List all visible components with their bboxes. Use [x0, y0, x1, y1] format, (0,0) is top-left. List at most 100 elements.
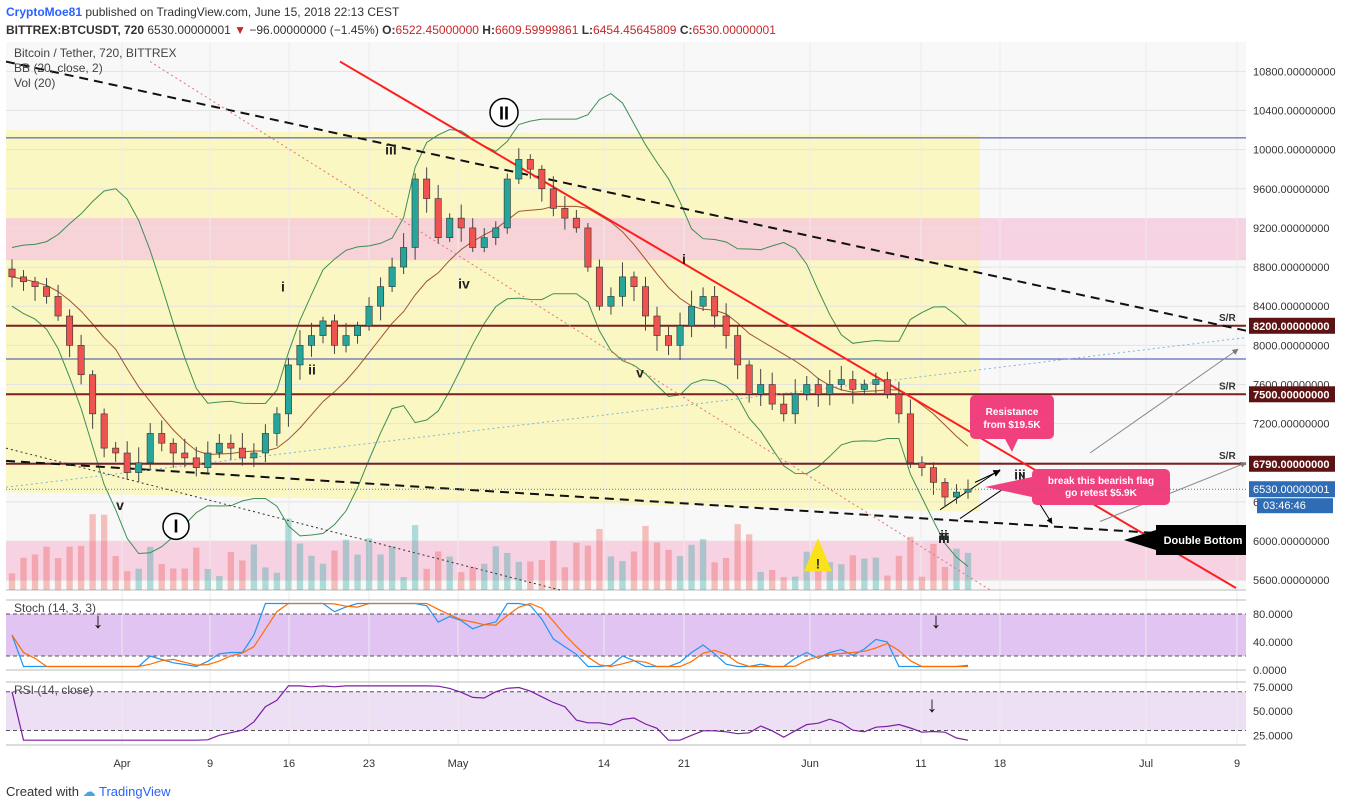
stoch-d-line — [11, 602, 968, 668]
candle-body — [480, 237, 488, 248]
down-arrow-icon-1: ↓ — [931, 608, 942, 633]
candle-body — [895, 393, 903, 415]
candle-body — [342, 335, 350, 346]
price-change: −96.00000000 (−1.45%) — [249, 23, 379, 37]
wave-label-iii: iii — [385, 142, 397, 158]
x-tick-label-5: 14 — [598, 758, 610, 770]
last-price: 6530.00000001 — [147, 23, 231, 37]
x-tick-label-6: 21 — [678, 758, 690, 770]
volume-bar — [285, 518, 292, 590]
volume-bar — [458, 572, 465, 590]
candle-body — [31, 281, 39, 287]
rsi-legend: RSI (14, close) — [14, 683, 93, 697]
candle-body — [538, 168, 546, 190]
volume-bar — [8, 573, 16, 590]
tradingview-link[interactable]: TradingView — [99, 784, 171, 799]
candle-body — [273, 413, 281, 434]
candle-body — [77, 345, 85, 376]
y-tick-label-13: 10800.00000000 — [1253, 66, 1336, 78]
channel-line-dotted — [149, 61, 991, 591]
volume-bar — [423, 568, 430, 590]
candle-body — [457, 217, 465, 229]
candle-body — [331, 320, 338, 346]
y-tick-label-7: 8400.00000000 — [1253, 301, 1329, 313]
y-tick-label-8: 8800.00000000 — [1253, 262, 1329, 274]
volume-bar — [884, 575, 891, 590]
sr-price-tag-1 — [1249, 386, 1335, 403]
volume-bar — [515, 561, 522, 590]
x-tick-label-8: 11 — [915, 758, 926, 770]
stoch-tick-label-0: 0.0000 — [1253, 665, 1287, 677]
sr-price-label-2: 6790.00000000 — [1253, 459, 1329, 471]
published-text: published on TradingView.com, June 15, 2… — [85, 5, 400, 19]
volume-bar — [31, 554, 39, 590]
rsi-band — [6, 691, 1246, 731]
x-tick-label-3: 23 — [363, 758, 375, 770]
candle-body — [630, 276, 638, 287]
candle-body — [653, 315, 661, 336]
candle-body — [883, 379, 891, 395]
candle-body — [515, 159, 523, 180]
volume-bar — [239, 560, 246, 590]
volume-bar — [216, 576, 223, 590]
volume-bar — [170, 568, 177, 590]
sr-price-label-1: 7500.00000000 — [1253, 389, 1329, 401]
close-value: 6530.00000001 — [692, 23, 776, 37]
wave-II-circle — [489, 97, 519, 128]
double-bottom-tail — [1124, 530, 1156, 550]
candle-body — [319, 320, 327, 336]
volume-bar — [66, 546, 73, 590]
stoch-band — [6, 614, 1246, 656]
volume-bar — [469, 566, 476, 590]
x-tick-label-0: Apr — [113, 758, 130, 770]
candle-body — [354, 325, 362, 336]
volume-bar — [400, 577, 407, 590]
x-tick-label-1: 9 — [207, 758, 213, 770]
volume-bar — [342, 539, 350, 590]
volume-bar — [861, 558, 868, 590]
volume-bar — [573, 542, 580, 590]
flag-callout-text-0: break this bearish flag — [1048, 476, 1154, 487]
volume-bar — [792, 576, 799, 590]
symbol-line: BITTREX:BTCUSDT, 720 — [6, 23, 145, 37]
countdown-label: 03:46:46 — [1263, 500, 1306, 512]
rsi-tick-label-2: 75.0000 — [1253, 682, 1293, 694]
y-tick-label-10: 9600.00000000 — [1253, 184, 1329, 196]
candle-body — [308, 335, 315, 346]
volume-bar — [849, 555, 856, 590]
volume-bar — [319, 563, 327, 590]
tradingview-cloud-icon: ☁ — [82, 784, 96, 799]
high-label: H: — [482, 23, 495, 37]
double-bottom-text: Double Bottom — [1164, 535, 1243, 547]
candle-body — [526, 159, 534, 170]
candle-body — [699, 296, 707, 307]
candle-body — [54, 296, 62, 317]
volume-bar — [642, 525, 649, 590]
down-arrow-icon-0: ↓ — [93, 608, 104, 633]
candle-body — [549, 188, 557, 209]
volume-bar — [181, 568, 188, 590]
volume-bar — [676, 556, 684, 590]
candle-body — [561, 208, 569, 219]
author-link[interactable]: CryptoMoe81 — [6, 5, 83, 19]
candle-body — [722, 315, 730, 336]
y-tick-label-6: 8000.00000000 — [1253, 340, 1329, 352]
candle-body — [572, 217, 580, 229]
sr-tag-2: S/R — [1219, 451, 1236, 462]
candle-body — [803, 384, 811, 395]
stoch-tick-label-2: 80.0000 — [1253, 609, 1293, 621]
volume-bar — [193, 547, 200, 590]
volume-bar — [711, 562, 718, 590]
y-tick-label-4: 7200.00000000 — [1253, 419, 1329, 431]
volume-bar — [815, 565, 822, 590]
volume-bar — [135, 568, 142, 590]
volume-bar — [688, 544, 695, 590]
candle-body — [20, 276, 27, 283]
upper-trendline — [5, 60, 1247, 332]
projection-arrow-up — [1089, 348, 1239, 454]
volume-bar — [100, 514, 108, 590]
support-zone — [6, 541, 1246, 581]
candle-body — [757, 384, 765, 395]
candle-body — [826, 384, 834, 395]
